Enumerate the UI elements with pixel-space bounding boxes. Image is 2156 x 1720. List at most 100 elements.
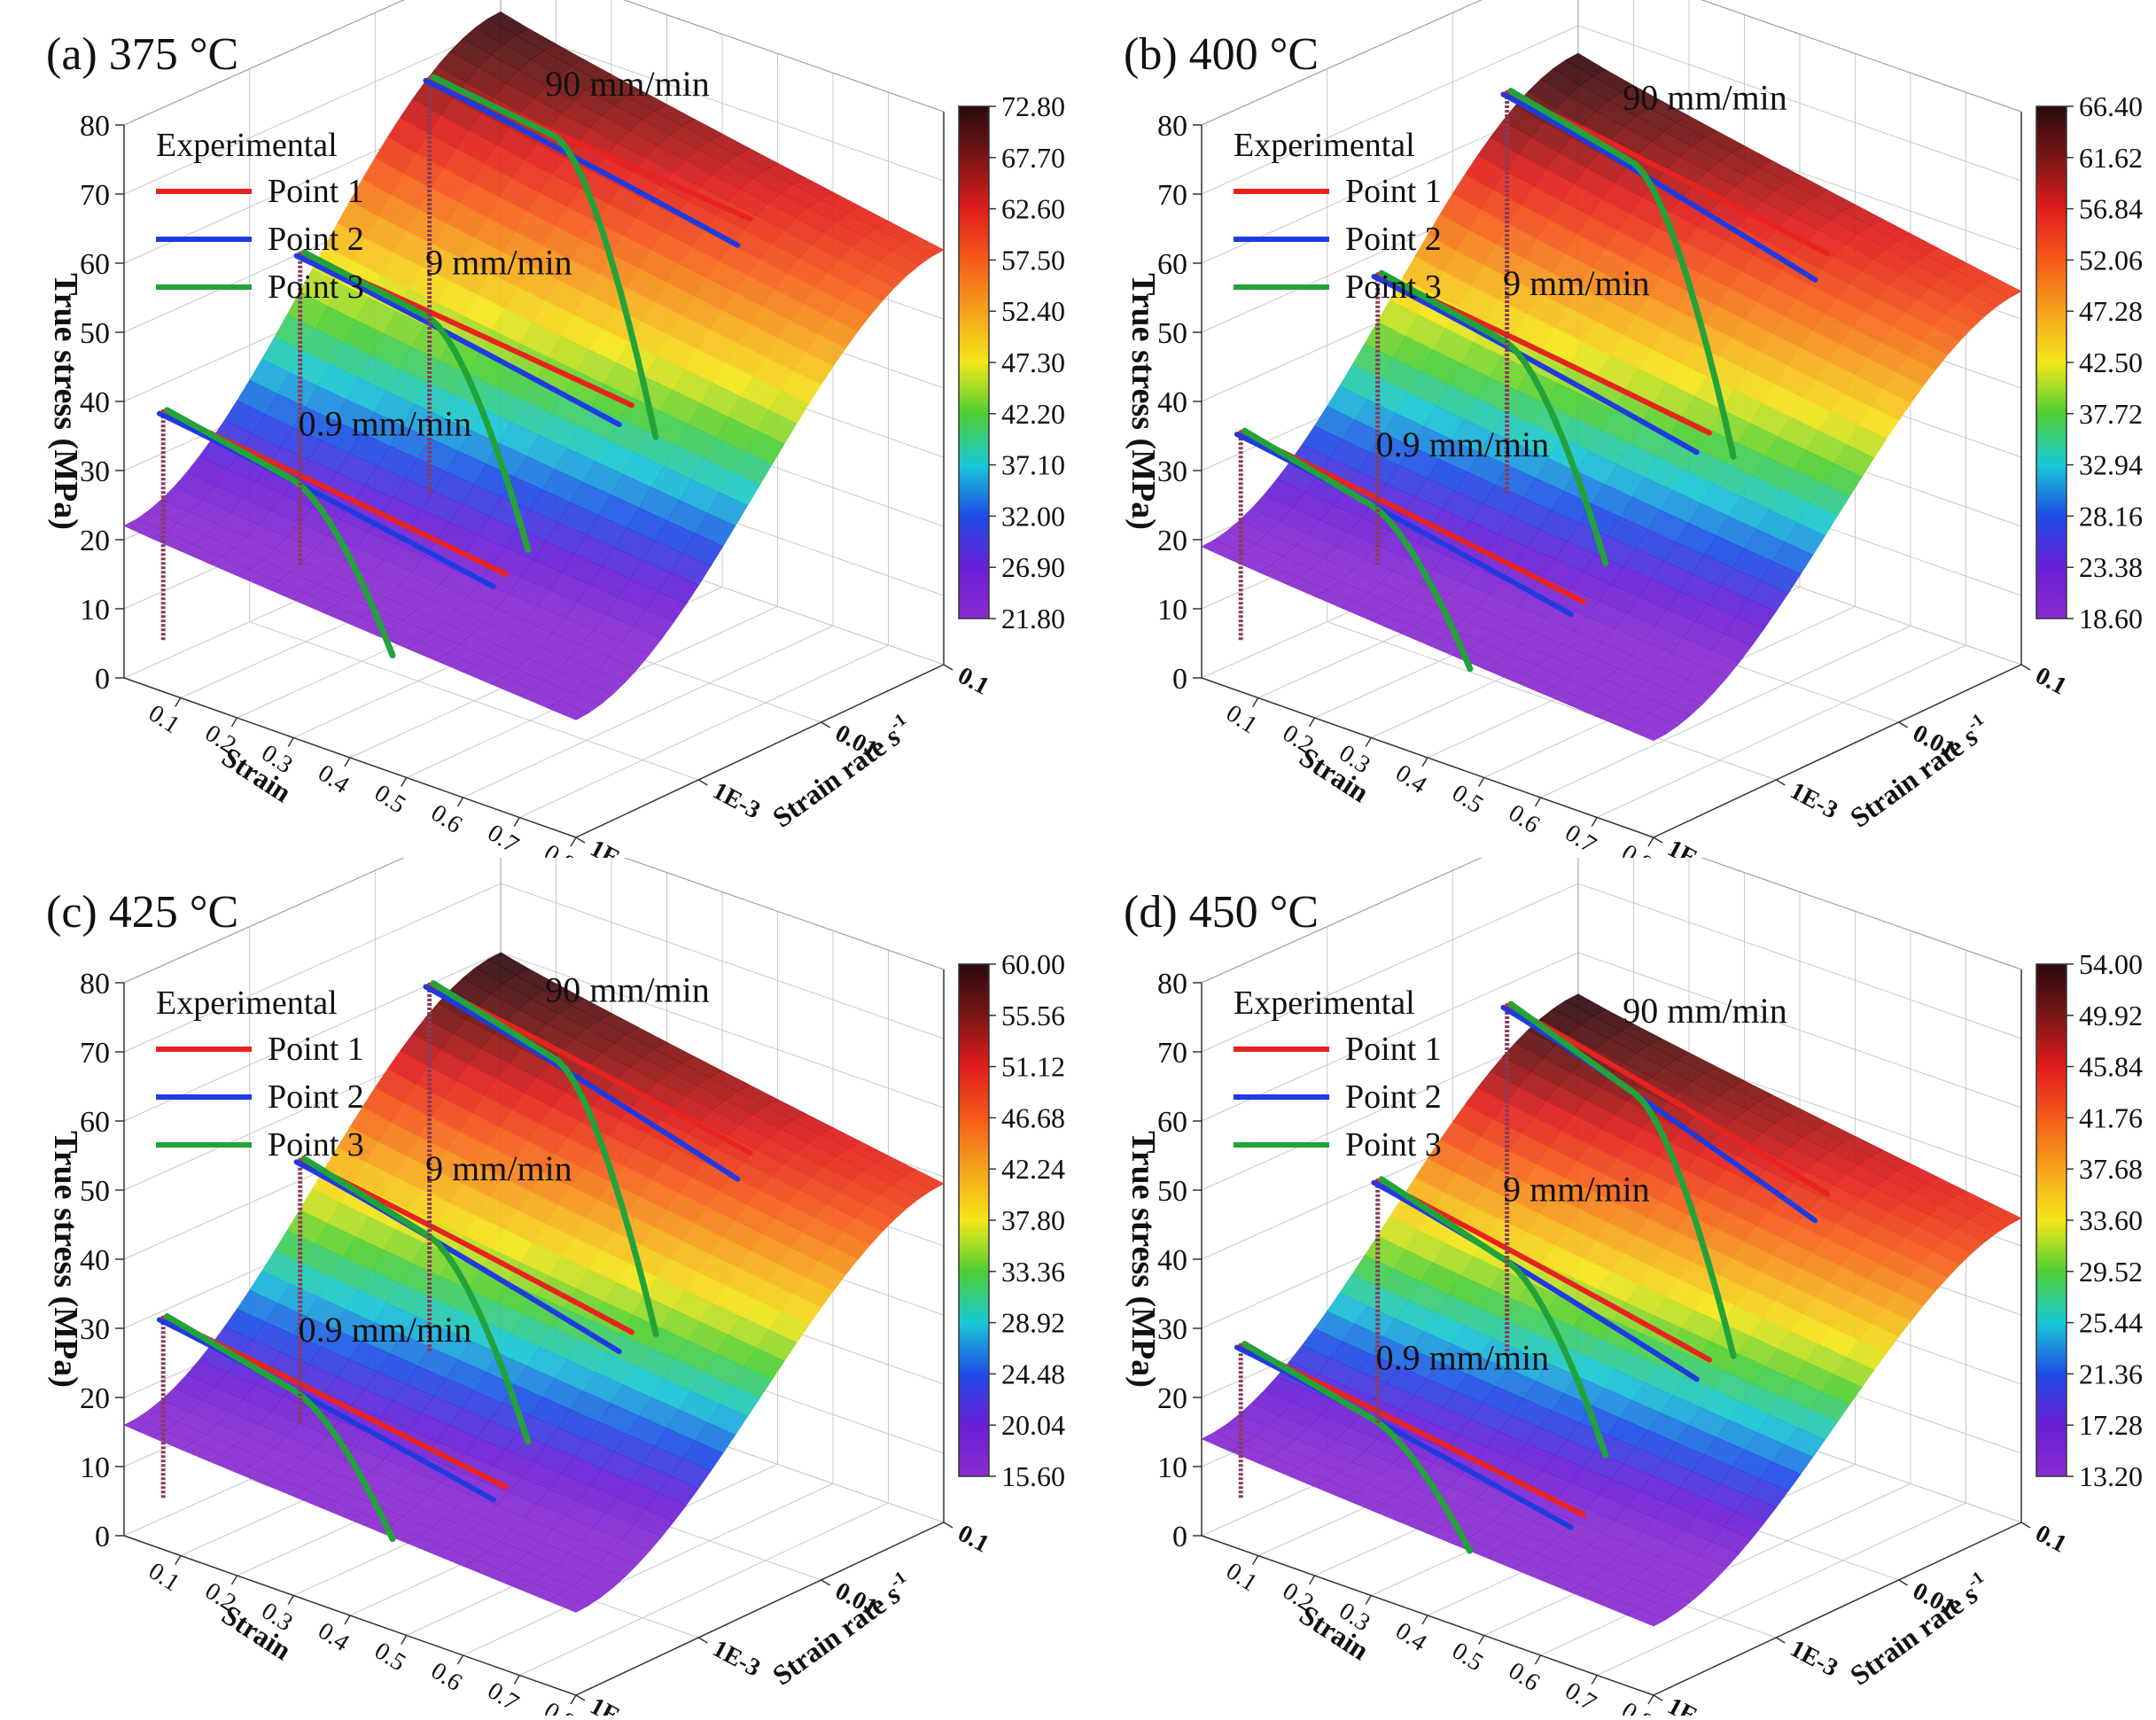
x-tick-label: 0.4 [1390, 759, 1431, 799]
z-tick-label: 20 [1157, 525, 1187, 557]
x-tick-label: 0.5 [370, 779, 410, 819]
z-axis-label: True stress (MPa) [47, 273, 84, 530]
colorbar-tick-label: 51.12 [1001, 1051, 1065, 1083]
response-surface [123, 12, 945, 720]
y-tick-label: 0.1 [953, 1520, 993, 1559]
curve-point2-3 [423, 984, 741, 1182]
chart-panel-4: 0.9 mm/min 9 mm/min 90 mm/min 0 10 20 30 40 50 60… [1078, 813, 2155, 1720]
chart-panel-3: 0.9 mm/min 9 mm/min 90 mm/min 0 10 20 30 40 50 60… [0, 813, 1078, 1720]
legend: Experimental Point 1 Point 2 Point 3 [1234, 985, 1442, 1164]
rate-label: 90 mm/min [1623, 77, 1787, 117]
colorbar-tick-label: 66.40 [2079, 90, 2143, 122]
colorbar-tick-label: 18.60 [2079, 603, 2143, 634]
z-tick-label: 20 [1157, 1382, 1187, 1415]
colorbar-tick-label: 37.68 [2079, 1153, 2143, 1185]
x-tick-label: 0.6 [426, 799, 467, 839]
colorbar-tick-label: 28.92 [1001, 1307, 1065, 1339]
x-tick-label: 0.5 [370, 1637, 410, 1677]
curve-point3-1 [163, 1312, 396, 1543]
curve-point1-3 [1504, 1002, 1831, 1197]
x-tick-label: 0.7 [482, 1677, 523, 1716]
rate-label: 0.9 mm/min [299, 1310, 472, 1350]
x-tick-label: 0.7 [1560, 819, 1600, 858]
x-tick-label: 0.1 [144, 699, 184, 739]
panel-label: (c) 425 °C [46, 887, 238, 938]
z-tick-label: 30 [80, 455, 110, 488]
colorbar-tick-label: 28.16 [2079, 500, 2143, 532]
x-tick-label: 0.1 [144, 1557, 184, 1597]
z-tick-label: 0 [1172, 1521, 1187, 1553]
z-axis-label: True stress (MPa) [47, 1131, 84, 1388]
z-tick-label: 70 [1157, 1037, 1187, 1070]
z-axis: 0 10 20 30 40 50 60 70 80 [80, 110, 124, 696]
z-tick-label: 70 [80, 179, 110, 212]
colorbar-tick-label: 17.28 [2079, 1409, 2143, 1441]
y-tick-label: 0.1 [953, 662, 993, 701]
x-axis: 0.10.20.30.40.50.60.70.8 [1221, 697, 1657, 879]
chart-svg: 0.9 mm/min 9 mm/min 90 mm/min 0 10 20 30 40 50 60… [46, 813, 1065, 1720]
z-tick-label: 10 [1157, 1451, 1187, 1484]
colorbar: 72.80 67.70 62.60 57.50 52.40 47.30 42.20 37.10… [958, 90, 1065, 634]
colorbar-tick-label: 52.06 [2079, 244, 2143, 276]
colorbar-tick-label: 42.20 [1001, 398, 1065, 430]
legend: Experimental Point 1 Point 2 Point 3 [156, 127, 364, 306]
z-tick-label: 30 [80, 1313, 110, 1346]
z-tick-label: 80 [1157, 110, 1187, 143]
z-tick-label: 60 [1157, 1106, 1187, 1139]
z-tick-label: 40 [80, 1244, 110, 1277]
z-tick-label: 50 [1157, 1175, 1187, 1208]
colorbar-tick-label: 62.60 [1001, 193, 1065, 225]
legend-title: Experimental [1234, 127, 1415, 164]
chart-svg: 0.9 mm/min 9 mm/min 90 mm/min 0 10 20 30 40 50 60… [1124, 0, 2143, 882]
z-tick-label: 20 [80, 1382, 110, 1415]
panel-label: (b) 400 °C [1124, 29, 1319, 80]
colorbar-tick-label: 54.00 [2079, 948, 2143, 980]
legend-entry: Point 2 [268, 1078, 364, 1116]
rate-label: 9 mm/min [425, 242, 572, 282]
legend-entry: Point 3 [1345, 1126, 1442, 1164]
colorbar-tick-label: 42.50 [2079, 346, 2143, 378]
rate-label: 90 mm/min [545, 64, 710, 104]
colorbar-tick-label: 25.44 [2079, 1307, 2143, 1339]
legend-entry: Point 3 [268, 269, 364, 306]
legend-entry: Point 1 [1345, 1031, 1442, 1068]
z-tick-label: 10 [80, 1451, 110, 1484]
rate-label: 0.9 mm/min [1376, 1337, 1550, 1377]
z-tick-label: 0 [95, 1521, 110, 1553]
legend-entry: Point 2 [268, 221, 364, 258]
legend-title: Experimental [156, 985, 338, 1022]
z-axis-label: True stress (MPa) [1125, 1131, 1162, 1388]
colorbar-tick-label: 20.04 [1001, 1409, 1065, 1441]
colorbar-tick-label: 32.94 [2079, 449, 2143, 481]
colorbar-tick-label: 21.36 [2079, 1358, 2143, 1389]
z-tick-label: 60 [80, 248, 110, 281]
y-tick-label: 1E-3 [1786, 1635, 1842, 1683]
legend: Experimental Point 1 Point 2 Point 3 [1234, 127, 1442, 306]
z-tick-label: 80 [80, 968, 110, 1000]
colorbar-tick-label: 37.10 [1001, 449, 1065, 481]
z-tick-label: 40 [1157, 386, 1187, 419]
response-surface [1201, 993, 2022, 1627]
colorbar-tick-label: 41.76 [2079, 1101, 2143, 1133]
experimental-curves [1234, 88, 1831, 673]
x-tick-label: 0.5 [1447, 779, 1488, 819]
legend-title: Experimental [1234, 985, 1415, 1022]
colorbar-tick-label: 56.84 [2079, 193, 2143, 225]
colorbar-tick-label: 47.30 [1001, 346, 1065, 378]
curve-point3-2 [300, 1155, 532, 1445]
curve-point3-2 [1378, 269, 1609, 566]
rate-label: 9 mm/min [1503, 263, 1650, 303]
rate-label: 9 mm/min [1503, 1169, 1650, 1209]
colorbar-tick-label: 47.28 [2079, 295, 2143, 327]
curve-point3-1 [1241, 427, 1474, 673]
colorbar-tick-label: 60.00 [1001, 948, 1065, 980]
z-axis: 0 10 20 30 40 50 60 70 80 [1157, 968, 1202, 1553]
x-tick-label: 0.4 [313, 759, 354, 799]
colorbar: 66.40 61.62 56.84 52.06 47.28 42.50 37.72 32.94… [2035, 90, 2143, 634]
legend-entry: Point 2 [1345, 221, 1442, 258]
legend-entry: Point 1 [268, 1031, 364, 1068]
colorbar-tick-label: 29.52 [2079, 1256, 2143, 1288]
experimental-curves [156, 980, 753, 1543]
z-tick-label: 70 [80, 1037, 110, 1070]
curve-point3-3 [1507, 1000, 1737, 1359]
